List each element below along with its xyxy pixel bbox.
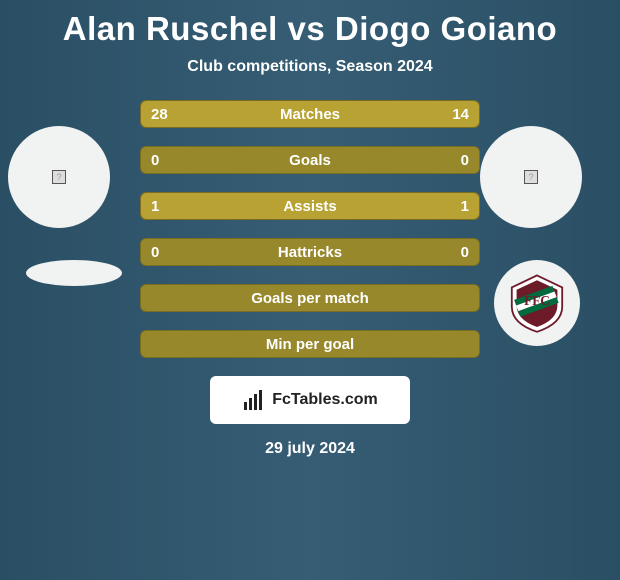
svg-text:FFC: FFC bbox=[524, 293, 550, 308]
club-left-badge bbox=[26, 260, 122, 286]
stat-label: Matches bbox=[197, 106, 423, 123]
stat-row: Goals per match bbox=[140, 284, 480, 312]
stat-label: Goals bbox=[197, 152, 423, 169]
stat-row: 0Hattricks0 bbox=[140, 238, 480, 266]
stat-value-right: 0 bbox=[423, 244, 479, 261]
stat-value-left: 0 bbox=[141, 152, 197, 169]
stat-row: Min per goal bbox=[140, 330, 480, 358]
image-placeholder-icon: ? bbox=[524, 170, 538, 184]
stat-label: Assists bbox=[197, 198, 423, 215]
brand-name: FcTables.com bbox=[272, 391, 378, 409]
player-right-avatar: ? bbox=[480, 126, 582, 228]
stat-label: Hattricks bbox=[197, 244, 423, 261]
stat-label: Goals per match bbox=[197, 290, 423, 307]
chart-icon bbox=[242, 388, 266, 412]
club-right-badge: FFC bbox=[494, 260, 580, 346]
stat-value-left: 0 bbox=[141, 244, 197, 261]
stat-value-left: 1 bbox=[141, 198, 197, 215]
fluminense-shield-icon: FFC bbox=[507, 273, 567, 333]
page-subtitle: Club competitions, Season 2024 bbox=[0, 58, 620, 76]
stat-row: 0Goals0 bbox=[140, 146, 480, 174]
stat-row: 28Matches14 bbox=[140, 100, 480, 128]
stat-value-right: 14 bbox=[423, 106, 479, 123]
player-left-avatar: ? bbox=[8, 126, 110, 228]
image-placeholder-icon: ? bbox=[52, 170, 66, 184]
stat-value-right: 0 bbox=[423, 152, 479, 169]
stat-value-right: 1 bbox=[423, 198, 479, 215]
stat-label: Min per goal bbox=[197, 336, 423, 353]
stat-value-left: 28 bbox=[141, 106, 197, 123]
page-title: Alan Ruschel vs Diogo Goiano bbox=[0, 0, 620, 48]
brand-badge: FcTables.com bbox=[210, 376, 410, 424]
footer-date: 29 july 2024 bbox=[0, 440, 620, 458]
stat-row: 1Assists1 bbox=[140, 192, 480, 220]
stats-table: 28Matches140Goals01Assists10Hattricks0Go… bbox=[140, 100, 480, 358]
